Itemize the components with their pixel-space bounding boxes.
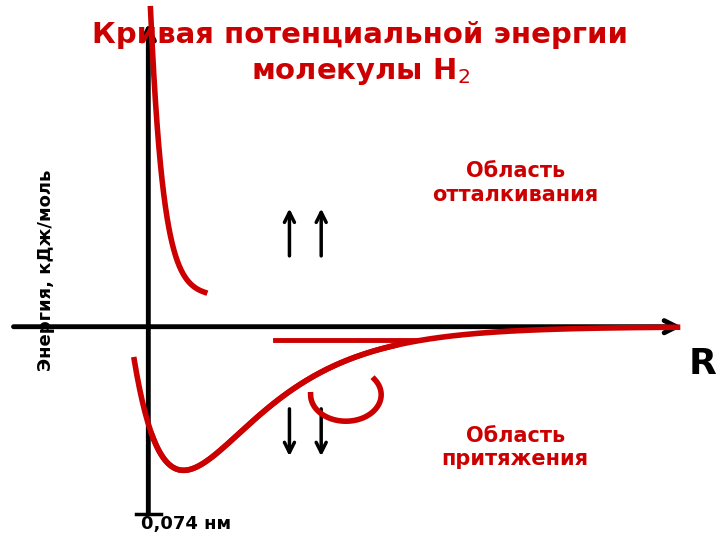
Text: 0,074 нм: 0,074 нм xyxy=(141,515,231,532)
Text: Энергия, кДж/моль: Энергия, кДж/моль xyxy=(37,170,55,370)
Text: Кривая потенциальной энергии
молекулы Н$_2$: Кривая потенциальной энергии молекулы Н$… xyxy=(92,21,628,87)
Text: Область
притяжения: Область притяжения xyxy=(441,426,589,469)
Text: R: R xyxy=(688,348,716,381)
Text: Область
отталкивания: Область отталкивания xyxy=(432,161,598,205)
